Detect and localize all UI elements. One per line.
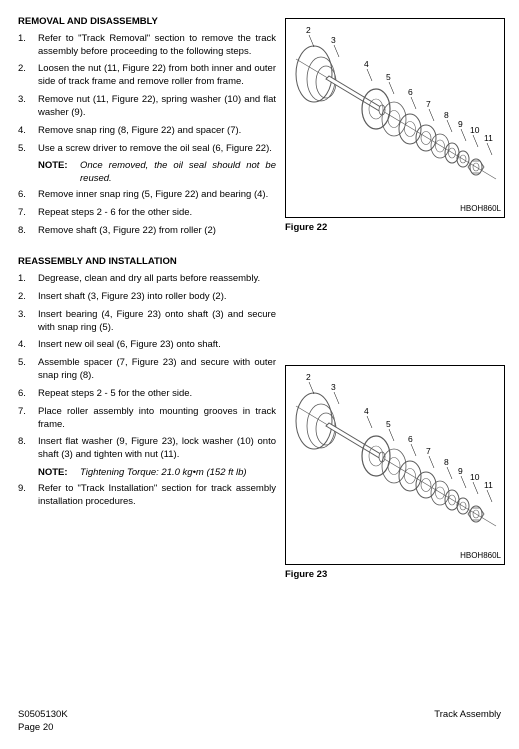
step-number: 3.	[18, 94, 38, 120]
step-number: 1.	[18, 273, 38, 286]
step-item: 6.Remove inner snap ring (5, Figure 22) …	[18, 189, 276, 202]
step-number: 5.	[18, 357, 38, 383]
step-item: 5.Assemble spacer (7, Figure 23) and sec…	[18, 357, 276, 383]
svg-text:7: 7	[426, 446, 431, 456]
step-number: 7.	[18, 207, 38, 220]
note-text: Once removed, the oil seal should not be…	[80, 160, 276, 186]
svg-text:9: 9	[458, 119, 463, 129]
step-text: Repeat steps 2 - 6 for the other side.	[38, 207, 276, 220]
step-item: 2.Loosen the nut (11, Figure 22) from bo…	[18, 63, 276, 89]
step-item: 4.Insert new oil seal (6, Figure 23) ont…	[18, 339, 276, 352]
step-text: Insert new oil seal (6, Figure 23) onto …	[38, 339, 276, 352]
svg-text:4: 4	[364, 59, 369, 69]
step-number: 3.	[18, 309, 38, 335]
step-number: 8.	[18, 436, 38, 462]
step-item: 3.Insert bearing (4, Figure 23) onto sha…	[18, 309, 276, 335]
page: REMOVAL AND DISASSEMBLY 1.Refer to "Trac…	[0, 0, 519, 508]
left-column: REMOVAL AND DISASSEMBLY 1.Refer to "Trac…	[18, 16, 276, 508]
step-text: Repeat steps 2 - 5 for the other side.	[38, 388, 276, 401]
svg-text:8: 8	[444, 110, 449, 120]
figure-23-box: 2 3 4 5 6 7 89 10 11 HBOH860L	[285, 365, 505, 565]
step-text: Degrease, clean and dry all parts before…	[38, 273, 276, 286]
step-item: 3.Remove nut (11, Figure 22), spring was…	[18, 94, 276, 120]
removal-title: REMOVAL AND DISASSEMBLY	[18, 16, 276, 29]
svg-text:3: 3	[331, 382, 336, 392]
reassembly-title: REASSEMBLY AND INSTALLATION	[18, 256, 276, 269]
step-item: 1.Refer to "Track Removal" section to re…	[18, 33, 276, 59]
step-number: 1.	[18, 33, 38, 59]
step-text: Remove shaft (3, Figure 22) from roller …	[38, 225, 276, 238]
svg-text:11: 11	[484, 480, 493, 490]
step-item: 7.Repeat steps 2 - 6 for the other side.	[18, 207, 276, 220]
step-text: Remove inner snap ring (5, Figure 22) an…	[38, 189, 276, 202]
step-text: Use a screw driver to remove the oil sea…	[38, 143, 276, 156]
step-text: Loosen the nut (11, Figure 22) from both…	[38, 63, 276, 89]
note-label: NOTE:	[38, 160, 80, 186]
step-number: 2.	[18, 291, 38, 304]
step-number: 5.	[18, 143, 38, 156]
step-item: 9.Refer to "Track Installation" section …	[18, 483, 276, 509]
svg-text:10: 10	[470, 125, 480, 135]
step-item: 2.Insert shaft (3, Figure 23) into rolle…	[18, 291, 276, 304]
step-item: 4.Remove snap ring (8, Figure 22) and sp…	[18, 125, 276, 138]
step-number: 4.	[18, 125, 38, 138]
step-text: Refer to "Track Installation" section fo…	[38, 483, 276, 509]
footer-right: Track Assembly	[434, 709, 501, 722]
svg-text:10: 10	[470, 472, 480, 482]
figure-22-box: 2 3 4 5 6 7 89 10 11 HBOH860L	[285, 18, 505, 218]
page-footer: S0505130K Page 20 Track Assembly	[18, 709, 501, 735]
note-row: NOTE:Once removed, the oil seal should n…	[38, 160, 276, 186]
step-text: Place roller assembly into mounting groo…	[38, 406, 276, 432]
step-number: 6.	[18, 388, 38, 401]
step-number: 8.	[18, 225, 38, 238]
step-number: 9.	[18, 483, 38, 509]
note-text: Tightening Torque: 21.0 kg•m (152 ft lb)	[80, 467, 276, 480]
svg-text:6: 6	[408, 434, 413, 444]
figure-22-id: HBOH860L	[460, 204, 501, 215]
svg-text:4: 4	[364, 406, 369, 416]
figure-23-caption: Figure 23	[285, 569, 327, 582]
step-item: 5.Use a screw driver to remove the oil s…	[18, 143, 276, 156]
step-number: 2.	[18, 63, 38, 89]
svg-text:3: 3	[331, 35, 336, 45]
step-item: 1.Degrease, clean and dry all parts befo…	[18, 273, 276, 286]
step-text: Assemble spacer (7, Figure 23) and secur…	[38, 357, 276, 383]
step-item: 7.Place roller assembly into mounting gr…	[18, 406, 276, 432]
step-text: Remove snap ring (8, Figure 22) and spac…	[38, 125, 276, 138]
step-item: 8.Remove shaft (3, Figure 22) from rolle…	[18, 225, 276, 238]
note-label: NOTE:	[38, 467, 80, 480]
step-text: Remove nut (11, Figure 22), spring washe…	[38, 94, 276, 120]
figure-22-caption: Figure 22	[285, 222, 327, 235]
figure-23-id: HBOH860L	[460, 551, 501, 562]
svg-text:2: 2	[306, 25, 311, 35]
step-text: Insert flat washer (9, Figure 23), lock …	[38, 436, 276, 462]
page-number: Page 20	[18, 722, 68, 735]
svg-text:2: 2	[306, 372, 311, 382]
note-row: NOTE:Tightening Torque: 21.0 kg•m (152 f…	[38, 467, 276, 480]
svg-text:11: 11	[484, 133, 493, 143]
step-number: 7.	[18, 406, 38, 432]
svg-text:9: 9	[458, 466, 463, 476]
step-text: Insert shaft (3, Figure 23) into roller …	[38, 291, 276, 304]
reassembly-steps-list: 1.Degrease, clean and dry all parts befo…	[18, 273, 276, 508]
footer-left: S0505130K Page 20	[18, 709, 68, 735]
step-number: 4.	[18, 339, 38, 352]
svg-text:7: 7	[426, 99, 431, 109]
step-text: Insert bearing (4, Figure 23) onto shaft…	[38, 309, 276, 335]
figure-22-diagram: 2 3 4 5 6 7 89 10 11	[286, 19, 504, 217]
step-number: 6.	[18, 189, 38, 202]
step-text: Refer to "Track Removal" section to remo…	[38, 33, 276, 59]
svg-text:5: 5	[386, 72, 391, 82]
step-item: 6.Repeat steps 2 - 5 for the other side.	[18, 388, 276, 401]
svg-text:5: 5	[386, 419, 391, 429]
figure-23-diagram: 2 3 4 5 6 7 89 10 11	[286, 366, 504, 564]
doc-number: S0505130K	[18, 709, 68, 722]
removal-steps-list: 1.Refer to "Track Removal" section to re…	[18, 33, 276, 238]
step-item: 8.Insert flat washer (9, Figure 23), loc…	[18, 436, 276, 462]
svg-text:8: 8	[444, 457, 449, 467]
svg-text:6: 6	[408, 87, 413, 97]
